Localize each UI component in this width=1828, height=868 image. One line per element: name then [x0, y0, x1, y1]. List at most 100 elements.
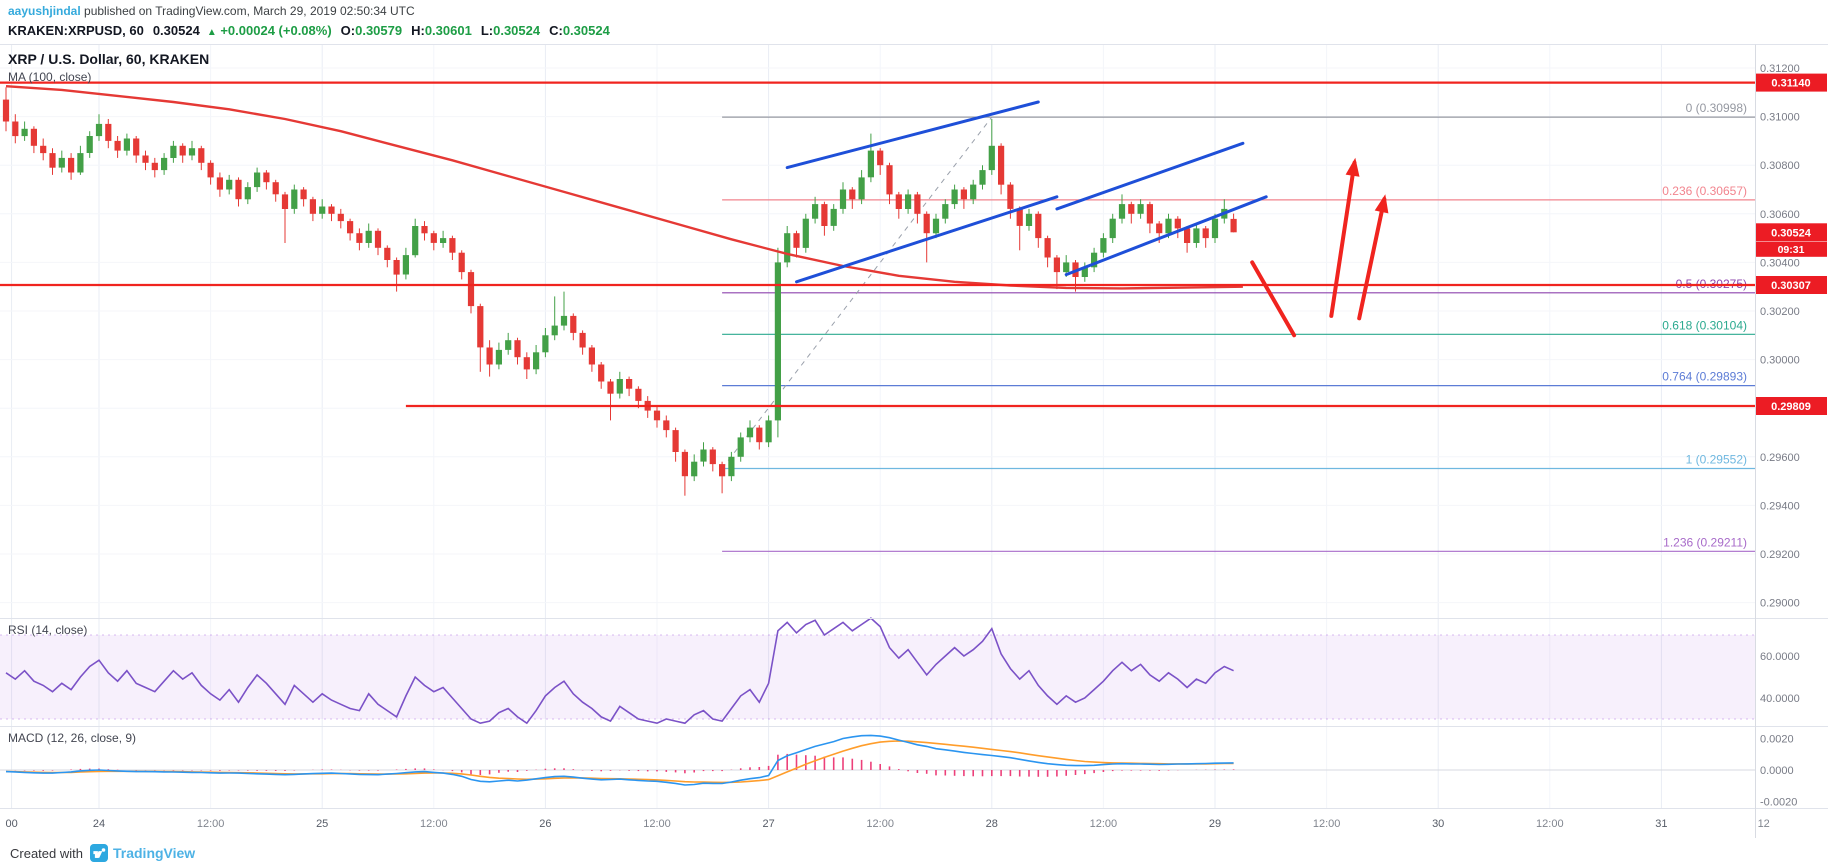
candle-body [281, 194, 289, 209]
candle-body [1081, 267, 1088, 277]
candle-body [123, 138, 130, 151]
trend-channel-line [1055, 141, 1245, 211]
fib-level-label: 0.236 (0.30657) [1662, 184, 1747, 198]
candle-body [179, 145, 186, 156]
symbol-name: KRAKEN:XRPUSD, 60 [8, 23, 144, 38]
rsi-axis-label: 60.0000 [1760, 651, 1800, 663]
price-axis-label: 0.31200 [1760, 63, 1800, 75]
price-axis-label: 0.30000 [1760, 355, 1800, 367]
candle-body [756, 427, 763, 443]
arrow-head [1374, 194, 1389, 214]
candle-body [932, 218, 940, 234]
price-tag-label: 0.30307 [1771, 280, 1811, 292]
candle-body [635, 388, 642, 401]
fib-level-label: 0.5 (0.30275) [1676, 277, 1747, 291]
candle-body [421, 226, 428, 234]
candle-body [1100, 238, 1107, 253]
candle-body [1118, 204, 1126, 219]
time-axis-label: 12:00 [420, 818, 448, 830]
candle-body [514, 340, 521, 358]
macd-axis-label: -0.0020 [1760, 797, 1797, 809]
candle-body [133, 138, 140, 156]
candle-body [170, 145, 177, 158]
candle-body [1165, 218, 1172, 234]
fib-level-label: 0 (0.30998) [1686, 101, 1747, 115]
price-tag [1756, 276, 1827, 294]
candle-body [1230, 218, 1237, 233]
candle-body [784, 233, 791, 263]
candle-body [1025, 213, 1033, 226]
candle-body [1211, 218, 1219, 239]
candle-body [951, 189, 958, 205]
time-axis-label: 12:00 [1313, 818, 1341, 830]
candle-body [105, 123, 112, 141]
time-axis-label: 12:00 [197, 818, 225, 830]
fib-level-label: 0.764 (0.29893) [1662, 370, 1747, 384]
candle-body [467, 272, 475, 307]
candle-body [142, 155, 149, 163]
candle-body [207, 162, 214, 178]
candle-body [440, 238, 447, 243]
candle-body [114, 140, 121, 151]
candle-body [877, 150, 884, 166]
candle-body [2, 99, 10, 122]
candle-body [988, 145, 995, 171]
symbol-header-bar: KRAKEN:XRPUSD, 60 0.30524 ▲ +0.00024 (+0.0… [8, 23, 610, 38]
candle-body [905, 194, 912, 209]
candle-body [746, 427, 754, 438]
candle-body [942, 204, 949, 219]
candle-body [737, 437, 744, 457]
candle-body [923, 213, 930, 234]
candle-body [68, 157, 75, 173]
candle-body [663, 420, 670, 431]
trend-channel-line [795, 195, 1059, 284]
price-axis-label: 0.30400 [1760, 257, 1800, 269]
time-axis-label: 12:00 [1536, 818, 1564, 830]
candle-body [216, 177, 223, 190]
candle-body [319, 206, 326, 214]
price-axis-label: 0.29200 [1760, 549, 1800, 561]
countdown-tag [1756, 241, 1827, 257]
tradingview-logo-text: TradingView [112, 845, 196, 861]
candle-body [867, 150, 874, 178]
candle-body [774, 262, 781, 421]
candle-body [793, 233, 800, 248]
candle-body [244, 187, 251, 200]
rsi-axis-label: 40.0000 [1760, 693, 1800, 705]
candle-body [263, 172, 270, 183]
candle-body [858, 177, 865, 200]
tradingview-logo-link[interactable]: TradingView [89, 844, 196, 862]
candle-body [886, 165, 893, 195]
time-axis-label: 30 [1432, 818, 1444, 830]
time-axis-label: 29 [1209, 818, 1221, 830]
candle-body [1007, 184, 1014, 209]
open-label: O: [340, 23, 356, 38]
candle-body [588, 347, 595, 365]
price-axis-label: 0.30600 [1760, 209, 1800, 221]
candle-body [523, 357, 530, 370]
candle-body [198, 148, 205, 163]
publisher-name[interactable]: aayushjindal [8, 4, 81, 18]
candle-body [700, 449, 707, 462]
candle-body [533, 352, 540, 370]
candle-body [1063, 262, 1070, 273]
candle-body [1044, 238, 1051, 258]
up-arrow-icon: ▲ [206, 27, 217, 38]
candle-body [495, 349, 502, 365]
time-axis-label: 12 [1758, 818, 1770, 830]
candle-body [291, 189, 298, 209]
time-axis-label: 12:00 [866, 818, 894, 830]
candle-body [21, 128, 28, 137]
open-value: 0.30579 [355, 23, 403, 38]
candle-body [384, 247, 391, 260]
time-axis-label: 00 [5, 818, 17, 830]
candle-body [30, 128, 37, 146]
arrow-head [1345, 157, 1360, 177]
price-axis-label: 0.30200 [1760, 306, 1800, 318]
candle-body [188, 148, 196, 156]
candle-body [449, 238, 456, 253]
macd-axis-label: 0.0020 [1760, 734, 1794, 746]
candle-body [49, 153, 56, 168]
